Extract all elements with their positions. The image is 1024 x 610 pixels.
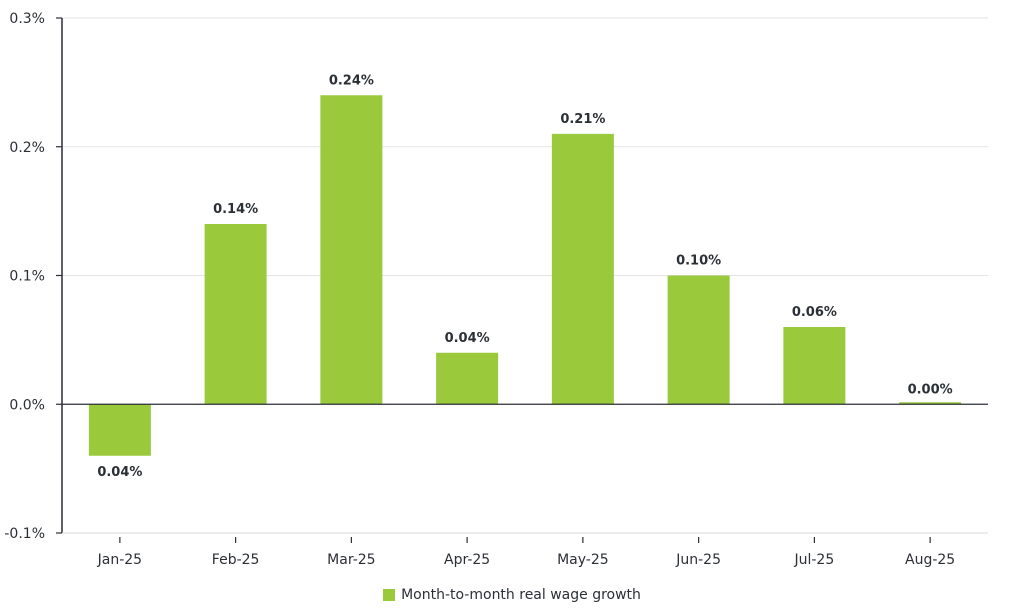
x-tick-label: Apr-25: [444, 552, 490, 568]
x-axis: Jan-25 Feb-25 Mar-25 Apr-25 May-25 Jun-25 Jul-…: [62, 403, 988, 568]
bar: [667, 275, 730, 405]
data-label: 0.14%: [213, 202, 258, 217]
data-labels: 0.04% 0.14% 0.24% 0.04% 0.21% 0.10% 0.06% 0.00%: [97, 73, 952, 480]
x-tick-label: Aug-25: [905, 552, 955, 568]
bar: [551, 133, 614, 405]
data-label: 0.04%: [97, 465, 142, 480]
bar: [899, 402, 962, 405]
x-tick-label: Jul-25: [793, 552, 834, 568]
data-label: 0.06%: [792, 305, 837, 320]
y-tick-label: 0.0%: [9, 397, 45, 413]
x-tick-label: May-25: [557, 552, 609, 568]
x-tick-label: Jun-25: [675, 552, 721, 568]
legend: Month-to-month real wage growth: [0, 585, 1024, 605]
bars: [88, 95, 962, 456]
bar: [783, 327, 846, 405]
bar: [436, 352, 499, 405]
y-axis: -0.1% 0.0% 0.1% 0.2% 0.3%: [4, 11, 63, 542]
bar: [204, 224, 267, 405]
gridlines: [62, 17, 988, 534]
data-label: 0.24%: [329, 73, 374, 88]
y-tick-label: 0.3%: [9, 11, 45, 27]
data-label: 0.04%: [445, 331, 490, 346]
legend-swatch: [383, 589, 396, 601]
x-tick-label: Mar-25: [327, 552, 375, 568]
bar: [88, 404, 151, 456]
y-tick-label: 0.2%: [9, 140, 45, 156]
legend-label: Month-to-month real wage growth: [401, 587, 641, 603]
x-tick-label: Feb-25: [212, 552, 260, 568]
bar: [320, 95, 383, 405]
y-tick-label: 0.1%: [9, 269, 45, 285]
x-tick-label: Jan-25: [97, 552, 142, 568]
data-label: 0.00%: [908, 382, 953, 397]
data-label: 0.21%: [560, 112, 605, 127]
y-tick-label: -0.1%: [4, 526, 45, 542]
data-label: 0.10%: [676, 254, 721, 269]
